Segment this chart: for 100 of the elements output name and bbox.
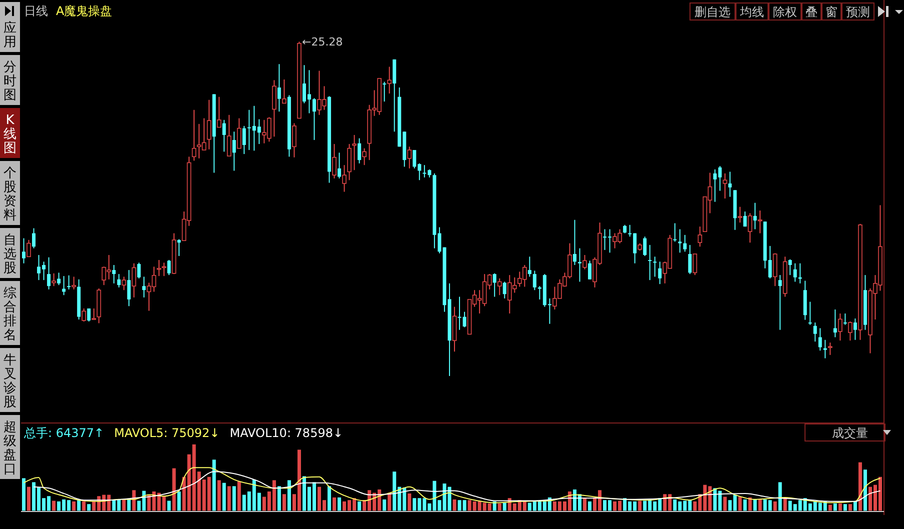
candlestick [838,312,842,342]
candlestick [578,248,582,282]
candlestick [117,274,121,288]
candlestick [192,109,196,162]
bar [122,499,126,511]
bar [843,504,847,511]
text: MAVOL10: 78598↓ [230,426,344,440]
bar [177,491,181,511]
candlestick [772,252,778,287]
bar [588,501,592,511]
bar [77,500,81,511]
bar [748,497,752,511]
bar [758,499,762,511]
candlestick [222,119,226,152]
candlestick [282,78,286,104]
candlestick [206,99,212,150]
candlestick [793,262,797,282]
candlestick [167,260,171,276]
bar [773,501,777,511]
text: K线图 [4,113,16,156]
candlestick [342,164,346,192]
bar [167,500,171,511]
bar [87,504,91,511]
bar [82,501,86,511]
bar [358,501,362,511]
candlestick [722,172,728,199]
candlestick [67,274,71,290]
candlestick [72,276,76,290]
text: 除权 [773,5,797,19]
text: 删自选 [694,5,730,19]
candlestick [502,281,506,299]
candlestick [643,236,647,256]
bar [132,490,136,511]
candlestick [648,244,652,281]
bar [452,499,456,511]
text: 自选股 [4,233,16,276]
bar [227,486,231,511]
bar [72,501,76,511]
text: 预测 [846,5,870,19]
bar [388,492,392,511]
candlestick [572,219,576,266]
candlestick [137,262,141,279]
bar [853,501,857,511]
candlestick [387,66,392,94]
text: 应用 [4,20,16,50]
candlestick [658,261,662,285]
candlestick [122,276,126,291]
candlestick [683,234,687,252]
candlestick [778,274,782,330]
bar [127,499,131,511]
chart-title: 日线 [24,4,48,18]
candlestick [92,308,96,320]
candlestick [62,276,66,296]
bar [738,496,742,511]
bar [217,480,221,511]
candlestick [332,143,336,179]
bar [338,497,342,511]
candlestick [813,322,817,342]
bar [753,499,757,511]
text: 牛叉诊股 [4,353,16,410]
text: MAVOL5: 75092↓ [114,426,220,440]
candlestick [828,342,832,356]
bar [232,486,236,511]
bar [222,482,226,511]
candlestick [788,258,792,276]
candlestick [582,254,587,270]
candlestick [492,272,496,298]
candlestick [22,238,26,264]
candlestick [528,256,532,278]
text: 超级盘口 [4,420,16,477]
text: 个股资料 [4,166,16,223]
candlestick [177,238,181,256]
bar [332,497,336,511]
candlestick [588,260,592,280]
bar [858,462,862,511]
candlestick [57,272,61,286]
candlestick [497,278,502,296]
bar [287,480,291,511]
bar [833,503,837,511]
candlestick [743,211,747,228]
candlestick [132,262,136,298]
candlestick [407,146,412,169]
candlestick [758,210,762,234]
candlestick [352,134,356,171]
text: 总手: 64377↑ [23,426,104,440]
candlestick [26,239,31,258]
bar [498,503,502,511]
candlestick [843,312,847,326]
bar [382,499,386,511]
bar [27,486,31,511]
bar [22,478,26,511]
candlestick [358,138,362,164]
bar [282,494,286,511]
candlestick [127,270,131,307]
bar [863,470,867,511]
candlestick [292,122,296,158]
candlestick [653,256,657,278]
candlestick [678,228,682,254]
bar [582,498,586,511]
candlestick [818,328,822,352]
